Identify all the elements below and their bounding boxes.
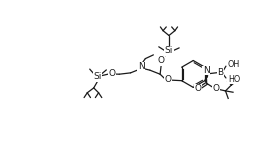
Text: OH: OH — [228, 60, 240, 69]
Text: HO: HO — [228, 75, 240, 84]
Text: O: O — [165, 75, 172, 84]
Text: O: O — [213, 84, 220, 93]
Text: Si: Si — [165, 46, 173, 55]
Text: B: B — [218, 68, 224, 77]
Text: O: O — [109, 69, 116, 78]
Text: O: O — [158, 56, 165, 65]
Text: O: O — [194, 84, 201, 93]
Text: Si: Si — [93, 72, 102, 81]
Text: N: N — [203, 66, 210, 75]
Text: N: N — [138, 62, 145, 72]
